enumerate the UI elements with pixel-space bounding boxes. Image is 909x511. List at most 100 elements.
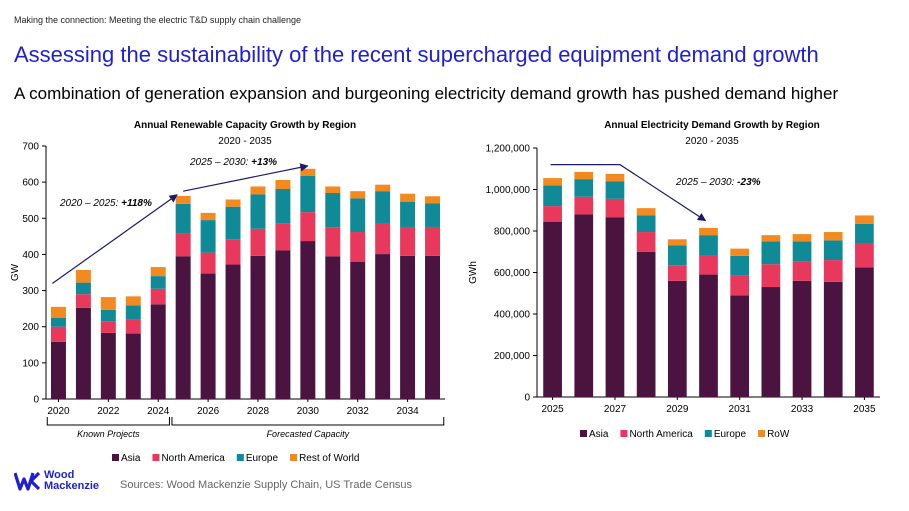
x-tick-label: 2034 [396,406,419,417]
x-tick-label: 2028 [247,406,270,417]
legend-label: Asia [589,429,609,440]
y-tick-label: 200,000 [494,351,531,362]
bar-segment-north-america [225,239,241,265]
bar-segment-asia [636,251,656,397]
y-tick-label: 700 [22,142,39,153]
bar-segment-asia [667,280,687,397]
bar-segment-rest-of-world [200,212,216,221]
y-tick-label: 600 [22,178,39,189]
bar-segment-rest-of-world [125,296,141,306]
bar-segment-asia [425,255,441,399]
trend-arrow [183,163,309,192]
bar-segment-europe [730,255,750,276]
logo-mark-icon [14,471,40,491]
bar-segment-north-america [300,212,316,242]
report-kicker: Making the connection: Meeting the elect… [14,15,301,25]
bar-segment-north-america [823,260,843,282]
y-tick-label: 400,000 [494,310,531,321]
sources-note: Sources: Wood Mackenzie Supply Chain, US… [120,479,413,491]
bar-segment-north-america [636,232,656,252]
bar-segment-europe [375,191,391,223]
x-tick-label: 2024 [147,406,170,417]
bar-segment-row [574,171,594,180]
x-tick-label: 2026 [197,406,220,417]
y-axis-label: GWh [468,261,479,284]
bar-segment-europe [761,241,781,265]
bar-segment-north-america [699,255,718,275]
bar-segment-asia [150,304,166,399]
legend-label: North America [161,453,225,464]
x-tick-label: 2025 [541,404,564,415]
trend-annotation: 2025 – 2030: +13% [189,157,277,168]
bar-segment-row [855,215,874,224]
y-tick-label: 400 [22,250,39,261]
bar-segment-rest-of-world [300,168,316,176]
bar-segment-europe [325,192,341,228]
bar-segment-europe [823,240,843,261]
bar-segment-north-america [350,232,366,262]
bar-segment-rest-of-world [325,186,341,193]
y-tick-label: 500 [22,214,39,225]
bar-segment-north-america [125,319,141,334]
bar-segment-rest-of-world [400,193,416,202]
bar-segment-asia [200,273,216,399]
bar-segment-rest-of-world [50,306,66,318]
legend-swatch [758,430,766,437]
bar-segment-europe [400,201,416,227]
bar-segment-asia [175,256,191,399]
x-tick-label: 2029 [666,404,689,415]
bar-segment-europe [574,179,594,197]
bar-segment-europe [75,282,91,295]
bar-segment-europe [855,223,874,244]
bar-segment-north-america [100,321,116,333]
x-tick-label: 2020 [47,406,70,417]
bar-segment-north-america [50,326,66,342]
x-tick-label: 2033 [791,404,814,415]
bar-segment-rest-of-world [175,195,191,204]
bar-segment-europe [200,220,216,253]
chart-subtitle: 2020 - 2035 [218,136,272,147]
legend-swatch [236,454,244,461]
legend-label: North America [629,429,693,440]
wood-mackenzie-logo: Wood Mackenzie [14,470,99,492]
bar-segment-asia [855,267,874,397]
bar-segment-north-america [75,294,91,308]
bar-segment-europe [636,215,656,233]
bar-segment-europe [699,235,718,256]
bar-segment-europe [125,305,141,320]
bar-segment-asia [605,217,625,397]
bar-segment-row [636,208,656,216]
bar-segment-asia [350,261,366,399]
bar-segment-asia [761,287,781,397]
legend-swatch [620,430,628,437]
y-tick-label: 300 [22,286,39,297]
bar-segment-row [823,232,843,241]
bar-segment-north-america [150,288,166,305]
bar-segment-rest-of-world [350,191,366,199]
legend-label: Asia [121,453,141,464]
bar-segment-europe [275,189,291,224]
bar-segment-north-america [200,252,216,274]
page-subtitle: A combination of generation expansion an… [14,84,839,103]
bar-segment-north-america [325,227,341,257]
bar-segment-europe [150,276,166,289]
group-label: Forecasted Capacity [267,429,350,439]
bar-segment-asia [300,241,316,399]
bar-segment-asia [543,221,562,397]
bar-segment-north-america [250,228,266,256]
chart-title: Annual Renewable Capacity Growth by Regi… [134,120,356,131]
bar-segment-north-america [761,264,781,288]
bar-segment-rest-of-world [275,179,291,190]
group-bracket [46,417,170,426]
chart-title: Annual Electricity Demand Growth by Regi… [604,120,820,131]
bar-segment-row [543,178,562,186]
bar-segment-europe [175,203,191,234]
bar-segment-north-america [375,222,391,255]
bar-segment-europe [250,194,266,229]
bar-segment-asia [375,254,391,399]
bar-segment-asia [792,280,812,397]
logo-line-1: Wood [44,469,75,481]
bar-segment-asia [275,250,291,399]
trend-arrow [550,164,707,222]
